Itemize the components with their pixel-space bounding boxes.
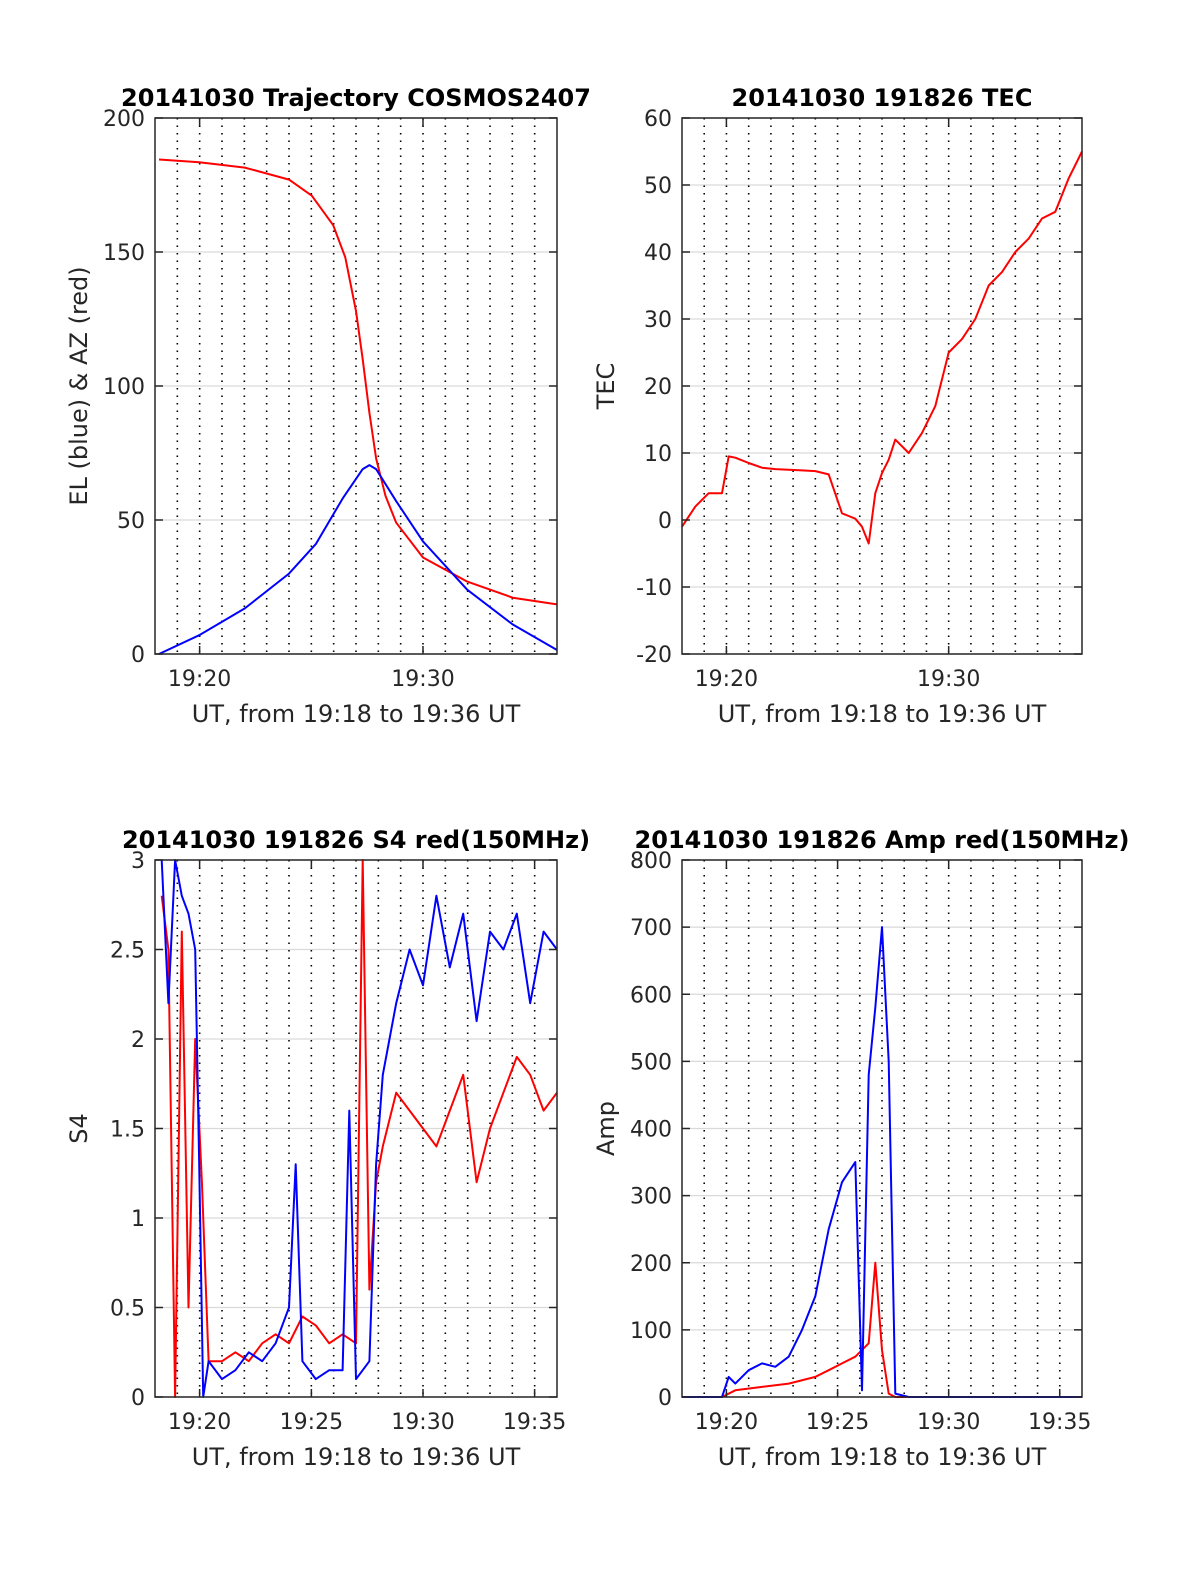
x-axis-label: UT, from 19:18 to 19:36 UT xyxy=(192,700,521,728)
y-axis-label: TEC xyxy=(592,363,620,411)
y-tick-label: -10 xyxy=(636,576,672,601)
chart-title: 20141030 191826 Amp red(150MHz) xyxy=(635,826,1130,854)
series-line-1 xyxy=(158,158,558,606)
chart-title: 20141030 191826 TEC xyxy=(732,84,1033,112)
x-tick-label: 19:35 xyxy=(503,1410,566,1435)
y-tick-label: 0 xyxy=(658,1386,672,1411)
y-tick-label: 500 xyxy=(630,1050,672,1075)
series-line-2 xyxy=(160,859,558,1398)
y-tick-label: 0 xyxy=(131,643,145,668)
y-tick-label: 1 xyxy=(131,1207,145,1232)
chart-3: 0 0.5 1 1.5 2 2.5 3 19:20 19:25 19:30 19:35 2014103… xyxy=(65,826,590,1471)
x-tick-label: 19:30 xyxy=(917,1410,980,1435)
x-tick-label: 19:25 xyxy=(806,1410,869,1435)
y-tick-label: 100 xyxy=(630,1319,672,1344)
y-tick-label: 30 xyxy=(644,308,672,333)
series-line-1 xyxy=(681,151,1083,545)
y-tick-label: 2.5 xyxy=(110,939,145,964)
y-tick-label: 150 xyxy=(103,241,145,266)
y-axis-label: EL (blue) & AZ (red) xyxy=(65,266,93,505)
y-tick-label: 800 xyxy=(630,849,672,874)
x-tick-label: 19:20 xyxy=(695,667,758,692)
x-tick-label: 19:30 xyxy=(391,1410,454,1435)
series-line-1 xyxy=(160,859,558,1398)
x-tick-label: 19:35 xyxy=(1028,1410,1091,1435)
chart-4: 0 100 200 300 400 500 600 700 800 19:20 19:25 19:30… xyxy=(592,826,1129,1471)
y-tick-label: 1.5 xyxy=(110,1118,145,1143)
x-axis-label: UT, from 19:18 to 19:36 UT xyxy=(718,700,1047,728)
y-tick-label: 3 xyxy=(131,849,145,874)
x-tick-label: 19:25 xyxy=(280,1410,343,1435)
y-tick-label: 600 xyxy=(630,983,672,1008)
y-tick-label: 200 xyxy=(630,1252,672,1277)
x-axis-label: UT, from 19:18 to 19:36 UT xyxy=(192,1443,521,1471)
y-tick-label: 400 xyxy=(630,1118,672,1143)
x-tick-label: 19:20 xyxy=(168,667,231,692)
y-tick-label: 0.5 xyxy=(110,1297,145,1322)
y-tick-label: 20 xyxy=(644,375,672,400)
chart-title: 20141030 Trajectory COSMOS2407 xyxy=(121,84,591,112)
y-tick-label: 700 xyxy=(630,916,672,941)
chart-1: 0 50 100 150 200 19:20 19:30 20141030 Trajector… xyxy=(65,84,591,728)
y-tick-label: 200 xyxy=(103,107,145,132)
x-tick-label: 19:30 xyxy=(917,667,980,692)
y-tick-label: 100 xyxy=(103,375,145,400)
y-tick-label: 60 xyxy=(644,107,672,132)
y-tick-label: 50 xyxy=(644,174,672,199)
y-tick-label: 0 xyxy=(131,1386,145,1411)
series-line-2 xyxy=(682,926,1082,1398)
series-line-2 xyxy=(158,464,558,655)
x-axis-label: UT, from 19:18 to 19:36 UT xyxy=(718,1443,1047,1471)
y-tick-label: 0 xyxy=(658,509,672,534)
chart-2: -20 -10 0 10 20 30 40 50 60 19:20 19:30 20141030 19… xyxy=(592,84,1083,728)
y-tick-label: 2 xyxy=(131,1028,145,1053)
y-tick-label: 50 xyxy=(117,509,145,534)
y-tick-label: -20 xyxy=(636,643,672,668)
y-axis-label: Amp xyxy=(592,1101,620,1156)
x-tick-label: 19:20 xyxy=(168,1410,231,1435)
y-tick-label: 300 xyxy=(630,1185,672,1210)
x-tick-label: 19:30 xyxy=(391,667,454,692)
chart-title: 20141030 191826 S4 red(150MHz) xyxy=(122,826,590,854)
y-axis-label: S4 xyxy=(65,1113,93,1144)
x-tick-label: 19:20 xyxy=(695,1410,758,1435)
y-tick-label: 10 xyxy=(644,442,672,467)
y-tick-label: 40 xyxy=(644,241,672,266)
